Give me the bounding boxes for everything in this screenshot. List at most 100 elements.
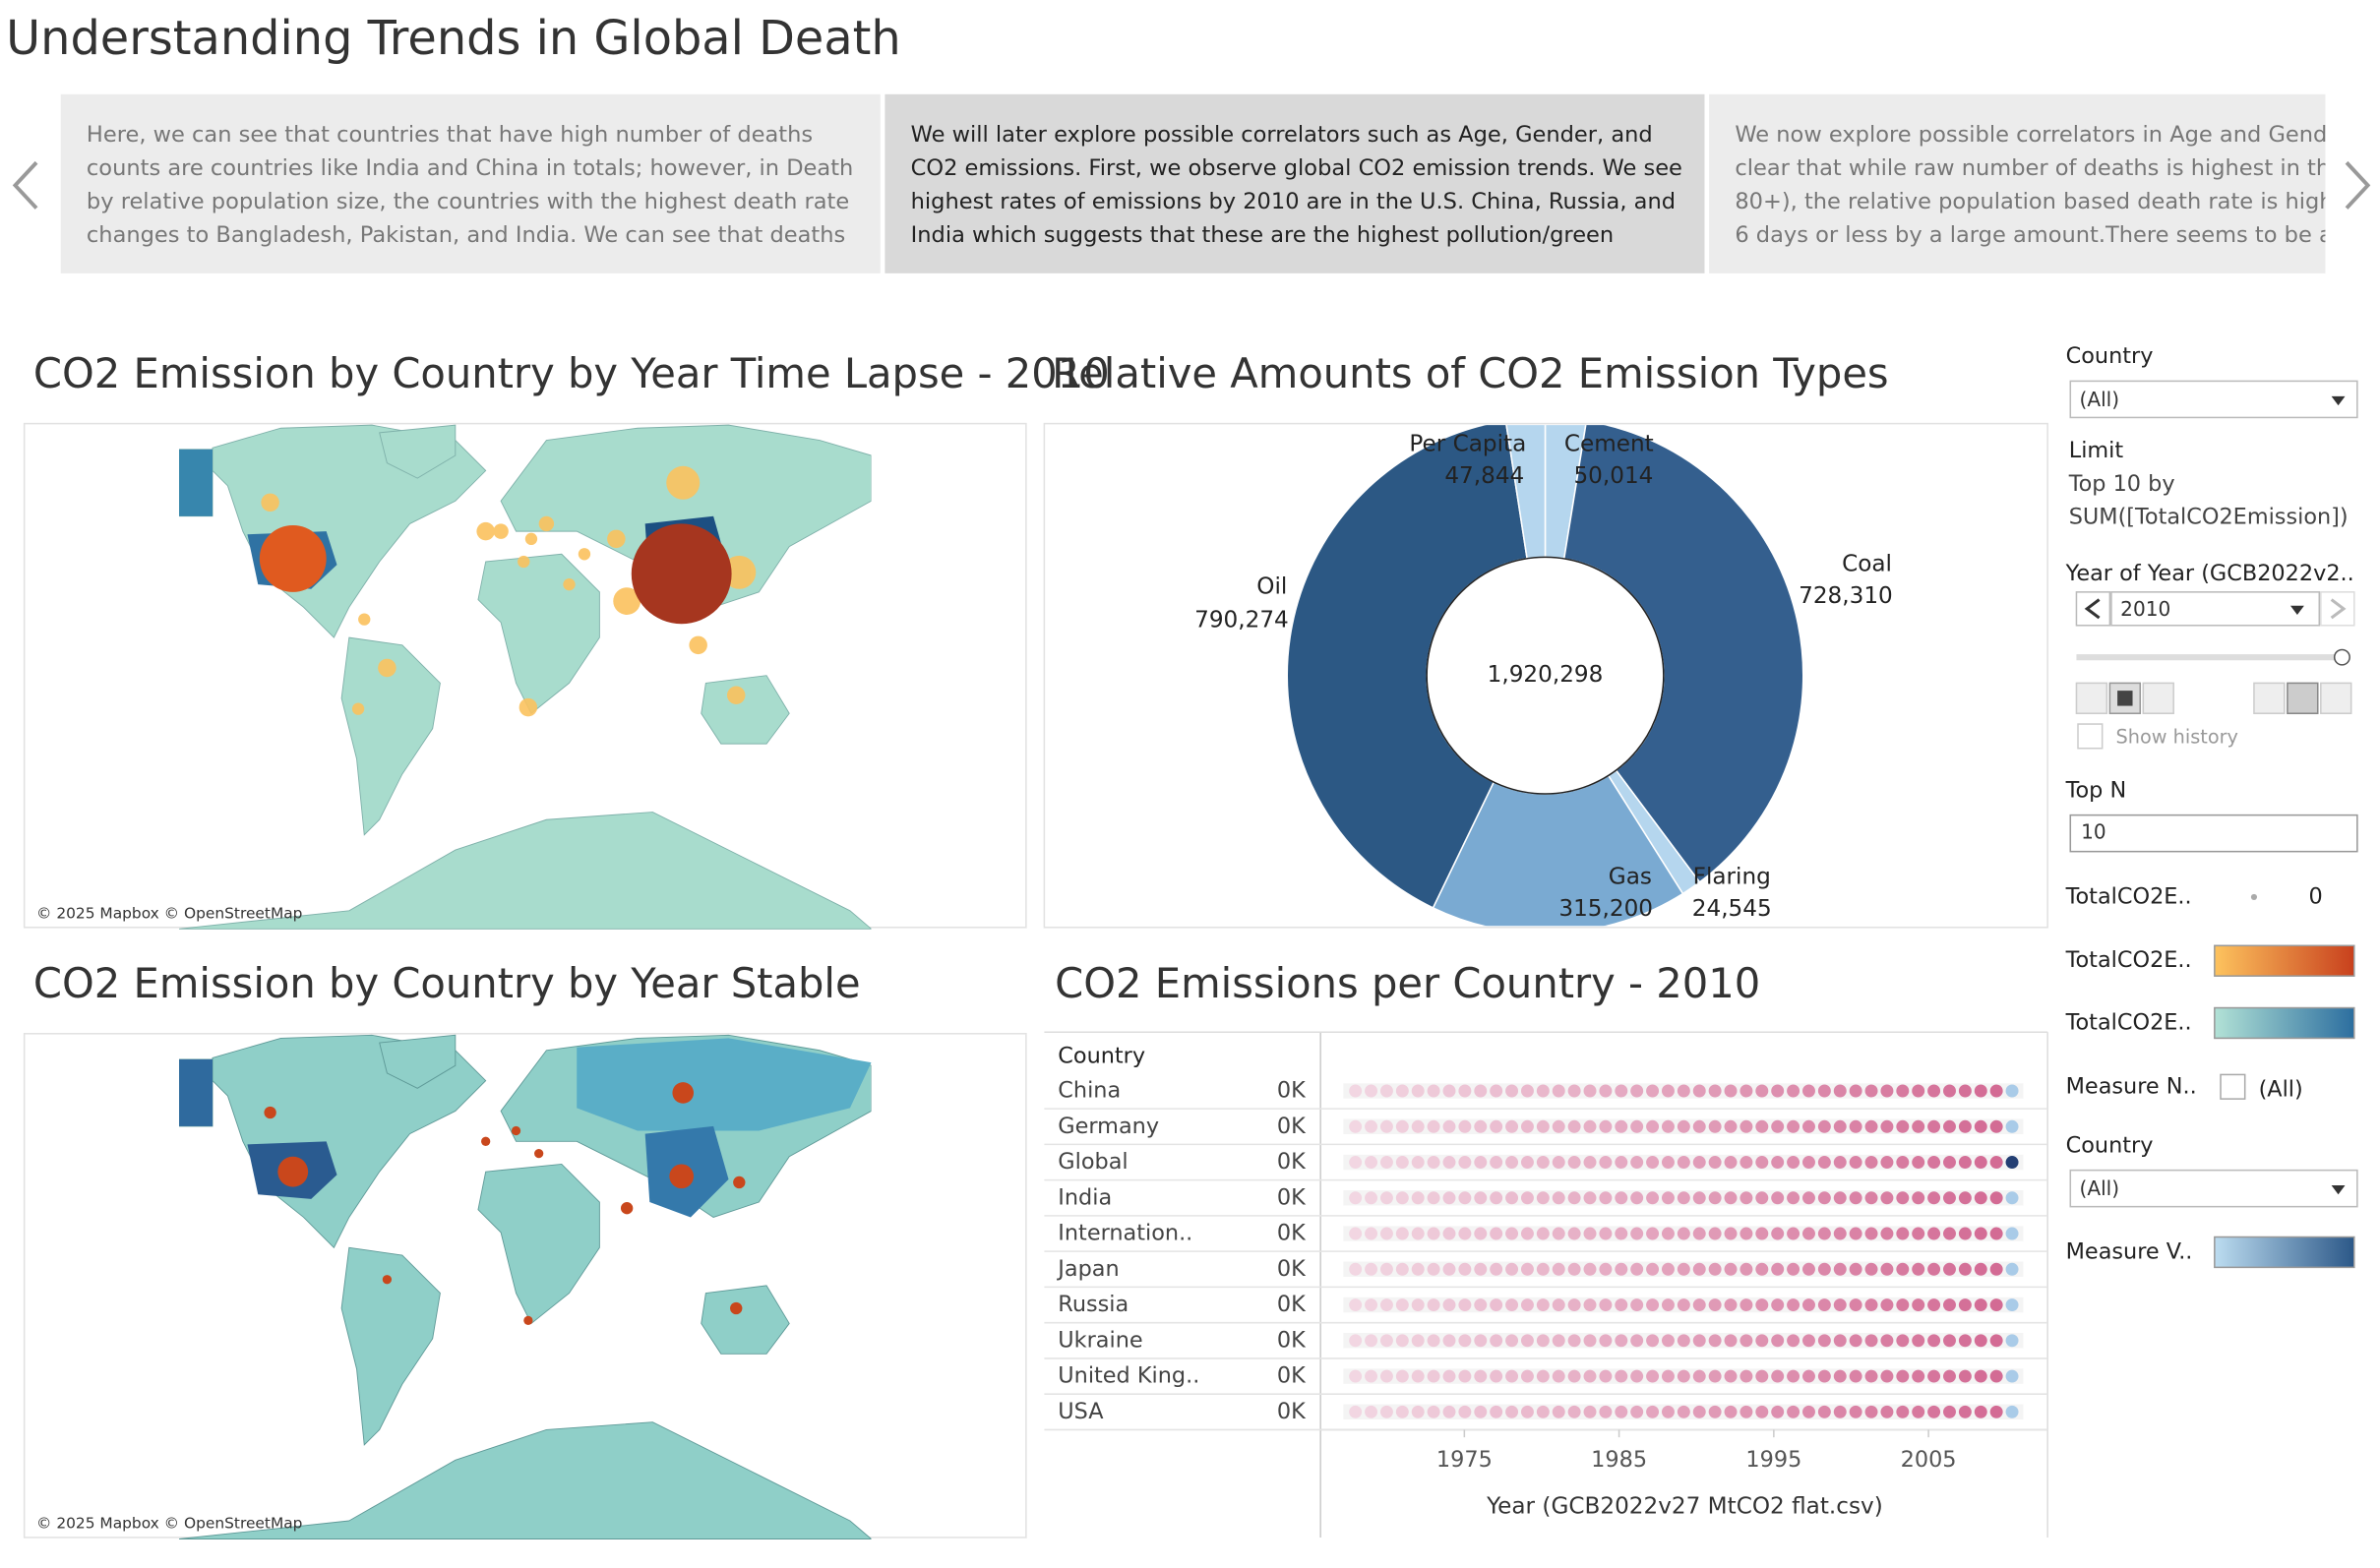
dot xyxy=(1927,1334,1941,1348)
dot xyxy=(1615,1369,1628,1383)
dot xyxy=(1739,1191,1753,1205)
dot xyxy=(1677,1156,1690,1170)
prev-arrow[interactable] xyxy=(12,160,38,210)
dot xyxy=(1599,1405,1613,1418)
play-forward[interactable] xyxy=(2142,682,2174,715)
checkbox[interactable] xyxy=(2077,723,2104,750)
dot xyxy=(1442,1262,1456,1276)
story-point[interactable] xyxy=(1709,93,2326,273)
speed-slow[interactable] xyxy=(2253,682,2286,715)
dot xyxy=(1349,1191,1363,1205)
story-line: Here, we can see that countries that hav… xyxy=(87,122,813,148)
dot xyxy=(1490,1156,1503,1170)
slice-label: Flaring xyxy=(1693,864,1771,889)
dot xyxy=(1630,1298,1644,1312)
region xyxy=(179,1059,213,1126)
slice-value: 47,844 xyxy=(1444,463,1524,489)
next-year[interactable] xyxy=(2320,591,2355,627)
story-line: India which suggests that these are the … xyxy=(911,222,1615,248)
story-point-active[interactable] xyxy=(885,93,1705,273)
dot xyxy=(1379,1191,1393,1205)
arrow xyxy=(2330,598,2347,620)
dot xyxy=(1817,1298,1831,1312)
dot xyxy=(1615,1262,1628,1276)
speed-fast[interactable] xyxy=(2320,682,2352,715)
dot xyxy=(1692,1334,1706,1348)
dot xyxy=(1801,1369,1815,1383)
dot xyxy=(1787,1334,1800,1348)
dot xyxy=(1474,1405,1488,1418)
dot xyxy=(1833,1334,1847,1348)
dot xyxy=(1989,1334,2003,1348)
dot xyxy=(1583,1191,1597,1205)
dot xyxy=(1599,1084,1613,1098)
checkbox[interactable] xyxy=(2220,1073,2246,1100)
dot xyxy=(1427,1334,1440,1348)
dot xyxy=(1692,1191,1706,1205)
dot xyxy=(1989,1298,2003,1312)
dot xyxy=(1724,1405,1738,1418)
dot xyxy=(1442,1119,1456,1133)
dot xyxy=(1896,1227,1910,1240)
dot xyxy=(1411,1369,1425,1383)
dot xyxy=(1739,1298,1753,1312)
dot xyxy=(1458,1156,1472,1170)
dot xyxy=(1505,1334,1519,1348)
dot xyxy=(1739,1119,1753,1133)
dot xyxy=(1646,1369,1660,1383)
story-line: clear that while raw number of deaths is… xyxy=(1735,155,2330,181)
dot xyxy=(1442,1369,1456,1383)
filter-label: Top N xyxy=(2065,777,2127,803)
dot xyxy=(1833,1156,1847,1170)
dot xyxy=(1520,1369,1534,1383)
dot xyxy=(1943,1156,1956,1170)
dot xyxy=(1567,1262,1581,1276)
dot xyxy=(1771,1334,1785,1348)
dot xyxy=(1411,1262,1425,1276)
dot xyxy=(1692,1227,1706,1240)
dot xyxy=(1708,1298,1722,1312)
story-point[interactable] xyxy=(60,93,881,273)
dot xyxy=(1974,1334,1987,1348)
dot xyxy=(1583,1334,1597,1348)
dot xyxy=(1896,1369,1910,1383)
dot xyxy=(1739,1084,1753,1098)
dot xyxy=(1833,1405,1847,1418)
color-legend xyxy=(2214,1236,2355,1269)
dot xyxy=(1849,1084,1862,1098)
dot xyxy=(1958,1191,1972,1205)
dropdown[interactable] xyxy=(2069,380,2358,419)
row-value: 0K xyxy=(1277,1078,1307,1104)
dot xyxy=(1646,1156,1660,1170)
year-dropdown[interactable] xyxy=(2110,591,2321,627)
next-arrow[interactable] xyxy=(2345,160,2371,210)
dropdown[interactable] xyxy=(2069,1169,2358,1208)
dot xyxy=(1411,1084,1425,1098)
dot xyxy=(1349,1405,1363,1418)
dot xyxy=(1349,1119,1363,1133)
play-back[interactable] xyxy=(2075,682,2108,715)
slider-handle[interactable] xyxy=(2333,648,2350,666)
input[interactable] xyxy=(2069,814,2358,853)
dot xyxy=(1849,1156,1862,1170)
dot xyxy=(1646,1334,1660,1348)
dot xyxy=(1646,1227,1660,1240)
story-line: 80+), the relative population based deat… xyxy=(1735,189,2333,214)
dot xyxy=(1880,1227,1894,1240)
dot xyxy=(1771,1156,1785,1170)
dot xyxy=(1927,1227,1941,1240)
dot xyxy=(1536,1405,1550,1418)
dot xyxy=(1880,1334,1894,1348)
speed-mid[interactable] xyxy=(2287,682,2319,715)
dot xyxy=(1395,1369,1409,1383)
prev-year[interactable] xyxy=(2075,591,2111,627)
dot xyxy=(1755,1156,1769,1170)
dot xyxy=(1615,1084,1628,1098)
dot xyxy=(1427,1191,1440,1205)
dot xyxy=(1661,1119,1675,1133)
dot xyxy=(1787,1262,1800,1276)
dot xyxy=(1989,1262,2003,1276)
dot xyxy=(1661,1334,1675,1348)
dot xyxy=(1536,1084,1550,1098)
dot xyxy=(1349,1262,1363,1276)
